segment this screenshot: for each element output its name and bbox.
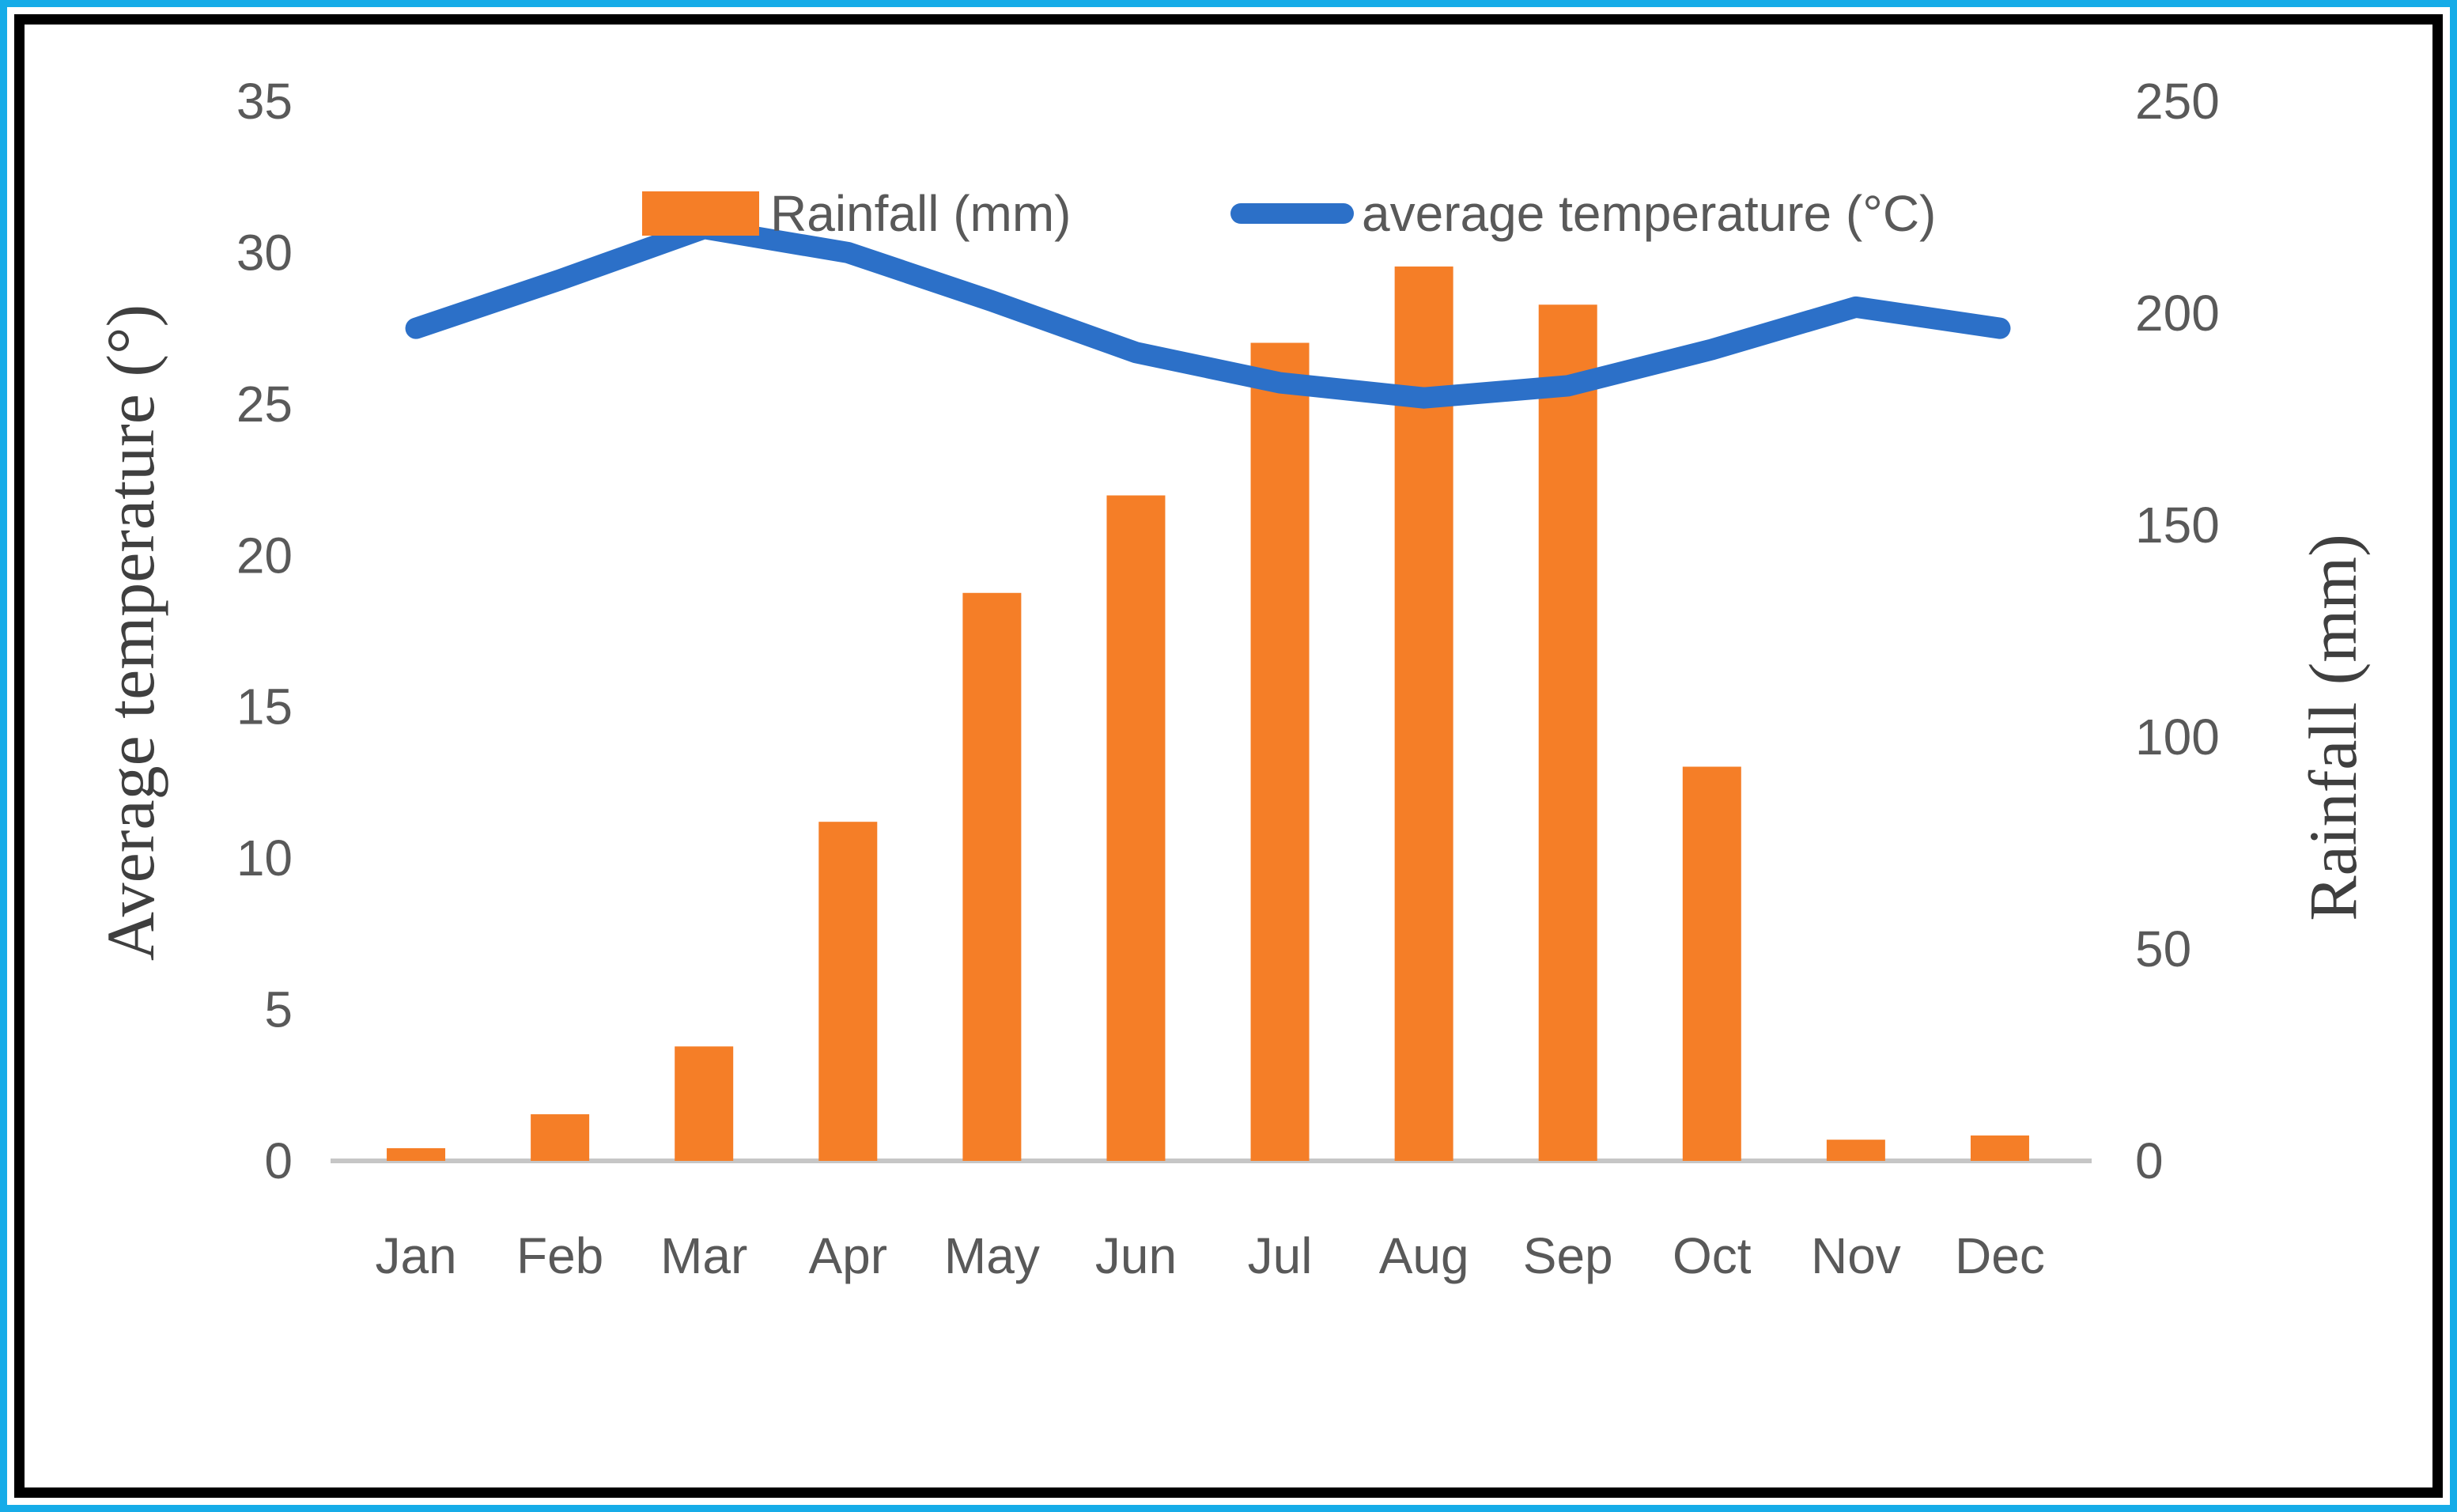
month-label-Feb: Feb [516, 1227, 603, 1284]
month-label-Nov: Nov [1811, 1227, 1901, 1284]
month-label-Dec: Dec [1955, 1227, 2045, 1284]
right-tick-250: 250 [2135, 73, 2220, 130]
right-axis-title: Rainfall (mm) [2295, 534, 2371, 921]
left-tick-20: 20 [236, 527, 293, 584]
right-tick-150: 150 [2135, 497, 2220, 554]
month-label-Jul: Jul [1248, 1227, 1313, 1284]
left-tick-15: 15 [236, 679, 293, 735]
temperature-line [405, 217, 2011, 409]
bar-Oct [1682, 766, 1741, 1161]
bar-Sep [1538, 304, 1597, 1161]
bar-Mar [675, 1046, 734, 1161]
month-label-Jan: Jan [375, 1227, 456, 1284]
rainfall-swatch-icon [642, 191, 759, 236]
right-tick-50: 50 [2135, 920, 2191, 977]
right-tick-200: 200 [2135, 285, 2220, 342]
month-label-Jun: Jun [1095, 1227, 1177, 1284]
month-label-Oct: Oct [1673, 1227, 1752, 1284]
bar-Jun [1106, 495, 1166, 1161]
month-label-Apr: Apr [808, 1227, 887, 1284]
temperature-swatch-icon [1230, 203, 1354, 224]
left-tick-0: 0 [264, 1132, 293, 1189]
bar-Aug [1394, 266, 1453, 1161]
left-axis-title: Average temperature (°) [93, 304, 168, 962]
bar-Dec [1970, 1135, 2029, 1161]
bar-Jul [1250, 342, 1310, 1161]
month-label-Mar: Mar [660, 1227, 747, 1284]
legend-rainfall-label: Rainfall (mm) [770, 185, 1072, 242]
right-tick-100: 100 [2135, 709, 2220, 765]
left-tick-5: 5 [264, 981, 293, 1038]
right-tick-0: 0 [2135, 1132, 2164, 1189]
left-tick-10: 10 [236, 830, 293, 886]
legend: Rainfall (mm) average temperature (°C) [0, 170, 2457, 257]
month-label-May: May [944, 1227, 1040, 1284]
bar-Apr [818, 822, 878, 1161]
legend-item-rainfall: Rainfall (mm) [642, 170, 1071, 257]
month-label-Sep: Sep [1523, 1227, 1613, 1284]
left-tick-35: 35 [236, 73, 293, 130]
left-tick-25: 25 [236, 376, 293, 433]
bar-May [962, 592, 1022, 1161]
left-tick-30: 30 [236, 224, 293, 281]
bar-Jan [387, 1147, 446, 1161]
legend-item-temperature: average temperature (°C) [1230, 170, 1936, 257]
chart-frame-inner [14, 14, 2443, 1498]
bar-Nov [1826, 1140, 1885, 1161]
legend-temperature-label: average temperature (°C) [1362, 185, 1937, 242]
bar-Feb [531, 1114, 590, 1161]
month-label-Aug: Aug [1379, 1227, 1469, 1284]
